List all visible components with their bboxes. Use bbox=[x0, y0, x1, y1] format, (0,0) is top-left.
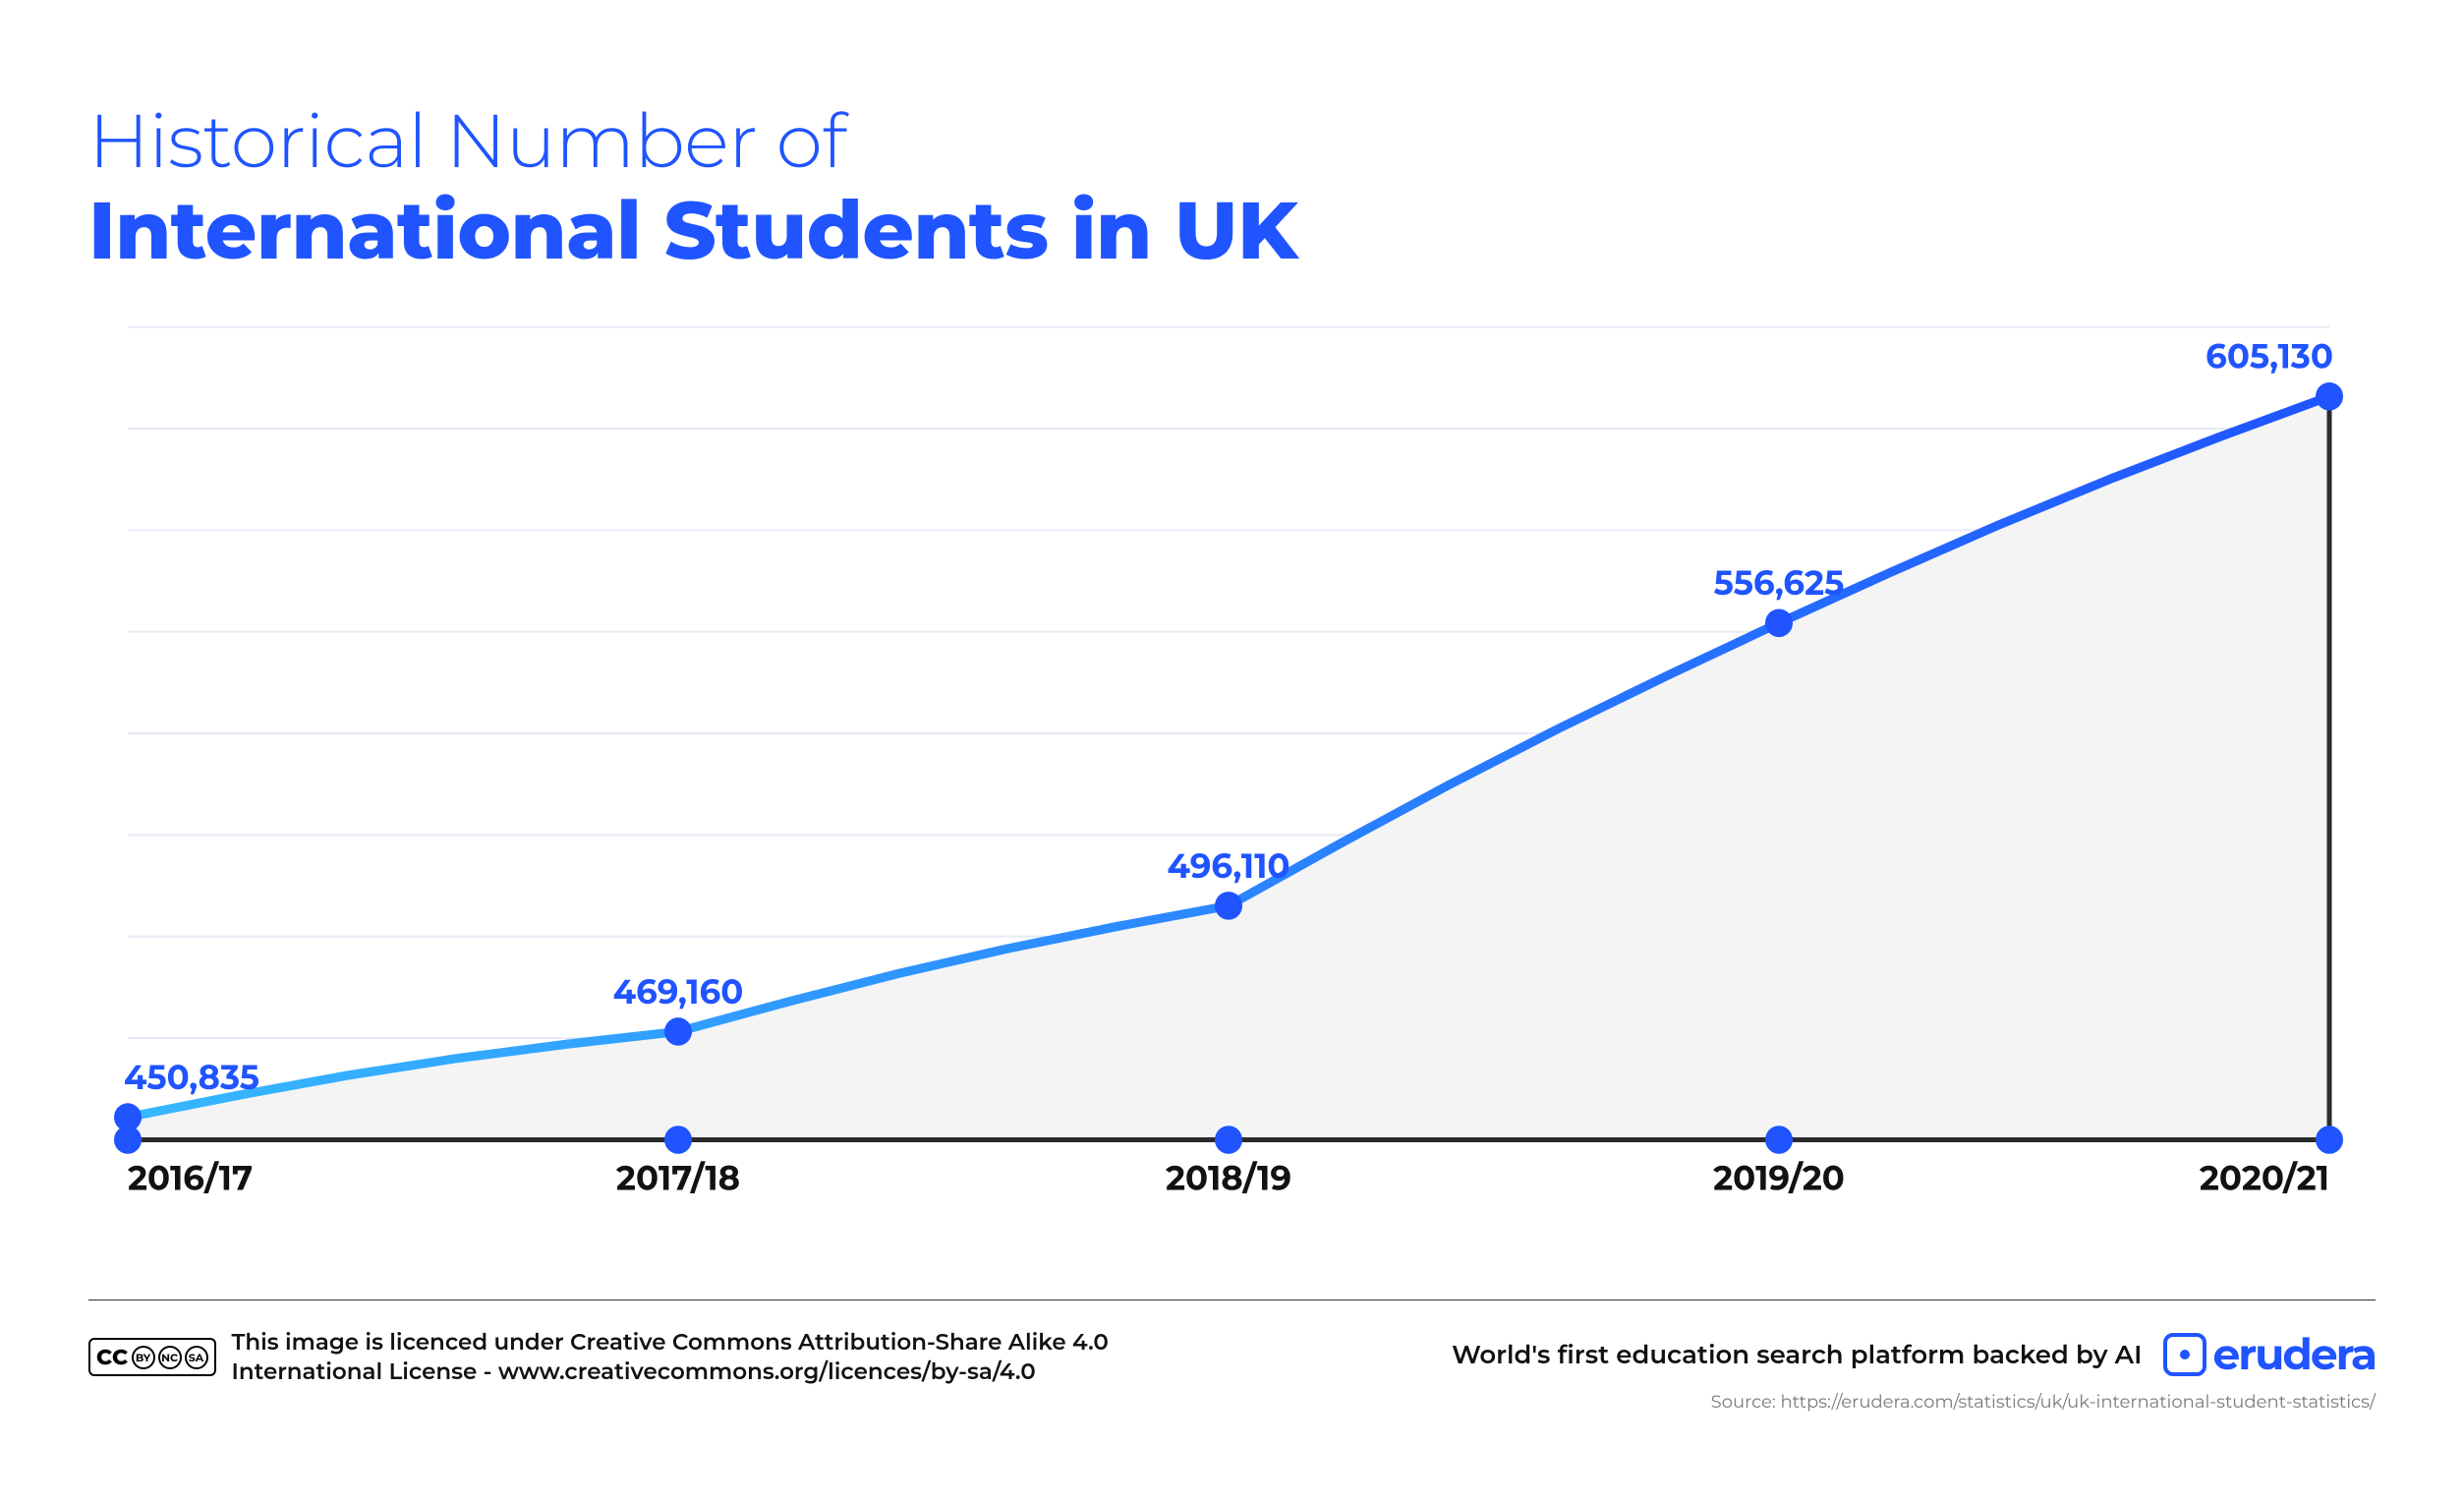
svg-text:605,130: 605,130 bbox=[2206, 335, 2333, 376]
footer-left: CC BY NC SA This image is licenced under… bbox=[88, 1328, 1109, 1387]
cc-nc-icon: NC bbox=[158, 1346, 182, 1369]
svg-text:2020/21: 2020/21 bbox=[2200, 1157, 2329, 1198]
license-line1: This image is licenced under Creative Co… bbox=[232, 1328, 1109, 1358]
line-chart-svg: 450,835 2016/17 469,160 2017/18 496,110 2018/… bbox=[88, 297, 2376, 1260]
svg-text:2017/18: 2017/18 bbox=[616, 1157, 740, 1198]
chart-container: Historical Number of International Stude… bbox=[0, 0, 2464, 1503]
footer: CC BY NC SA This image is licenced under… bbox=[88, 1328, 2376, 1413]
chart-area: 450,835 2016/17 469,160 2017/18 496,110 2018/… bbox=[88, 297, 2376, 1260]
svg-text:2019/20: 2019/20 bbox=[1713, 1157, 1845, 1198]
title-line2: International Students in UK bbox=[88, 184, 2376, 276]
svg-text:556,625: 556,625 bbox=[1714, 562, 1845, 604]
title-block: Historical Number of International Stude… bbox=[88, 98, 2376, 277]
svg-text:496,110: 496,110 bbox=[1167, 844, 1289, 886]
svg-text:469,160: 469,160 bbox=[613, 970, 744, 1012]
cc-sa-icon: SA bbox=[185, 1346, 208, 1369]
cc-badge-text: CC bbox=[96, 1344, 129, 1370]
license-line2: International License - www.creativecomm… bbox=[232, 1358, 1109, 1387]
source-text: Source: https://erudera.com/statistics/u… bbox=[1452, 1391, 2376, 1413]
title-line1: Historical Number of bbox=[88, 98, 2376, 184]
license-text: This image is licenced under Creative Co… bbox=[232, 1328, 1109, 1387]
brand-name: erudera bbox=[2212, 1328, 2376, 1381]
footer-right-top: World's first education search platform … bbox=[1452, 1328, 2376, 1381]
svg-text:2016/17: 2016/17 bbox=[128, 1157, 253, 1198]
cc-license-badge: CC BY NC SA bbox=[88, 1338, 216, 1376]
svg-text:450,835: 450,835 bbox=[124, 1056, 259, 1097]
svg-text:2018/19: 2018/19 bbox=[1166, 1157, 1291, 1198]
cc-by-icon: BY bbox=[132, 1346, 155, 1369]
brand-logo-icon bbox=[2163, 1333, 2206, 1376]
brand-tagline: World's first education search platform … bbox=[1452, 1339, 2142, 1370]
footer-right: World's first education search platform … bbox=[1452, 1328, 2376, 1413]
footer-divider bbox=[88, 1300, 2376, 1301]
brand-logo: erudera bbox=[2163, 1328, 2376, 1381]
